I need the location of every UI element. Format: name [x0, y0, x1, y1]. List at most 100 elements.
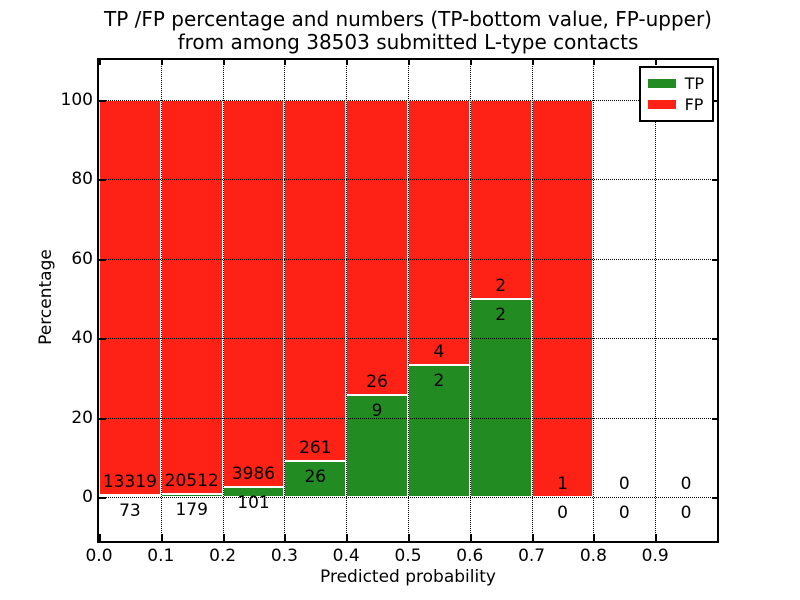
x-tick-label: 0.6	[456, 546, 484, 566]
bar-segment-fp	[469, 99, 532, 299]
tp-count-label: 0	[618, 503, 630, 524]
x-tick-label: 0.3	[270, 546, 298, 566]
bar-segment-fp	[531, 99, 594, 498]
grid-line-vertical	[655, 60, 657, 541]
y-tick-label: 80	[71, 169, 93, 190]
y-tick-mark-right	[712, 417, 717, 420]
tp-count-label: 9	[371, 401, 383, 422]
x-tick-label: 0.2	[209, 546, 237, 566]
x-tick-mark-top	[531, 60, 534, 65]
x-tick-label: 0.4	[332, 546, 360, 566]
y-tick-mark-right	[712, 258, 717, 261]
y-tick-label: 60	[71, 248, 93, 269]
bar-segment-tp	[469, 298, 532, 498]
x-tick-mark-top	[284, 60, 287, 65]
grid-line-horizontal	[99, 417, 717, 419]
y-tick-mark-right	[712, 99, 717, 102]
x-tick-mark-top	[160, 60, 163, 65]
bar-segment-tp	[408, 364, 470, 498]
fp-count-label: 13319	[102, 472, 157, 493]
tp-count-label: 2	[433, 370, 445, 391]
grid-line-vertical	[469, 60, 471, 541]
legend-box: TP FP	[638, 66, 714, 122]
grid-line-horizontal	[99, 497, 717, 499]
y-tick-mark-left	[99, 99, 106, 102]
x-tick-mark-bottom	[408, 534, 410, 541]
x-axis-label: Predicted probability	[320, 567, 496, 587]
fp-count-label: 20512	[164, 470, 219, 491]
x-tick-label: 0.7	[518, 546, 546, 566]
grid-line-vertical	[346, 60, 348, 541]
tp-count-label: 179	[175, 499, 208, 520]
x-tick-mark-bottom	[655, 534, 658, 541]
bar-segment-tp	[99, 495, 161, 498]
x-tick-mark-top	[346, 60, 349, 65]
y-tick-mark-left	[99, 497, 106, 500]
grid-line-horizontal	[99, 179, 717, 181]
x-tick-mark-bottom	[469, 534, 472, 541]
fp-count-label: 0	[680, 474, 692, 495]
x-tick-label: 0.1	[147, 546, 175, 566]
x-tick-label: 0.8	[579, 546, 607, 566]
x-tick-mark-top	[222, 60, 225, 65]
tp-count-label: 26	[304, 467, 327, 488]
fp-count-label: 26	[366, 372, 388, 393]
y-tick-label: 0	[82, 487, 93, 508]
x-tick-label: 0.0	[85, 546, 113, 566]
x-tick-mark-bottom	[531, 534, 534, 541]
tp-count-label: 2	[495, 304, 507, 325]
bar-segment-fp	[160, 99, 223, 494]
fp-count-label: 3986	[231, 464, 276, 485]
tp-count-label: 0	[557, 503, 568, 524]
fp-count-label: 4	[433, 341, 445, 362]
x-tick-mark-top	[593, 60, 596, 65]
legend-entry-fp: FP	[647, 94, 704, 115]
legend-swatch-fp	[647, 100, 676, 109]
x-tick-label: 0.9	[641, 546, 669, 566]
fp-count-label: 1	[557, 474, 568, 495]
fp-count-label: 261	[299, 438, 332, 459]
bar-segment-tp	[284, 461, 347, 498]
y-tick-label: 40	[71, 328, 93, 349]
chart-title: TP /FP percentage and numbers (TP-bottom…	[8, 8, 800, 54]
y-tick-mark-right	[712, 338, 717, 341]
legend-entry-tp: TP	[647, 73, 704, 94]
grid-line-vertical	[222, 60, 224, 541]
grid-line-vertical	[160, 60, 162, 541]
grid-line-horizontal	[99, 99, 717, 101]
grid-line-vertical	[284, 60, 286, 541]
x-tick-label: 0.5	[394, 546, 422, 566]
x-tick-mark-bottom	[593, 534, 596, 541]
grid-line-horizontal	[99, 338, 717, 340]
chart-title-line2: from among 38503 submitted L-type contac…	[177, 30, 639, 54]
bar-segment-fp	[284, 99, 347, 462]
y-tick-mark-right	[712, 497, 717, 500]
plot-area: 13319 73 20512 179 3986 101 261 26 26 9 4 2 2 2 1 0 0 0 0 0…	[97, 58, 719, 543]
grid-line-vertical	[593, 60, 595, 541]
fp-count-label: 0	[618, 474, 630, 495]
y-tick-mark-right	[712, 179, 717, 182]
y-tick-label: 20	[71, 407, 93, 428]
legend-swatch-tp	[647, 79, 676, 88]
grid-line-vertical	[531, 60, 533, 541]
legend-label-tp: TP	[684, 73, 704, 93]
y-tick-label: 100	[60, 89, 93, 110]
tp-count-label: 73	[119, 501, 141, 522]
tp-count-label: 101	[237, 493, 270, 514]
y-tick-mark-left	[99, 338, 106, 341]
x-tick-mark-bottom	[284, 534, 287, 541]
legend-label-fp: FP	[684, 94, 704, 114]
x-tick-mark-bottom	[222, 534, 225, 541]
y-tick-mark-left	[99, 179, 106, 182]
bar-segment-fp	[222, 99, 285, 488]
x-tick-mark-top	[99, 60, 101, 65]
bar-segment-fp	[99, 99, 161, 496]
grid-line-vertical	[408, 60, 409, 541]
y-tick-mark-left	[99, 258, 106, 261]
tp-count-label: 0	[680, 503, 692, 524]
x-tick-mark-bottom	[99, 534, 101, 541]
x-tick-mark-bottom	[346, 534, 349, 541]
x-tick-mark-bottom	[160, 534, 163, 541]
bar-segment-fp	[408, 99, 470, 365]
